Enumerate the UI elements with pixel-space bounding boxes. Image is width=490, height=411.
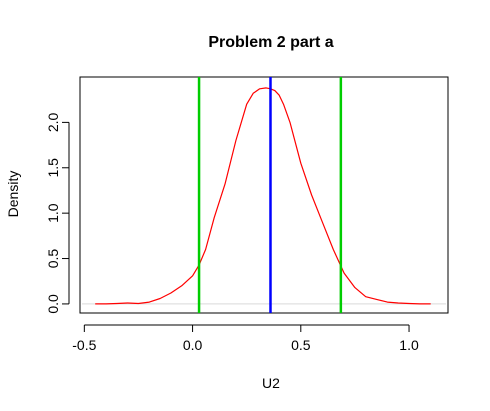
y-tick-label: 1.5 bbox=[45, 158, 61, 178]
y-tick-label: 0.5 bbox=[45, 249, 61, 269]
y-tick-label: 1.0 bbox=[45, 203, 61, 223]
x-tick-label: 1.0 bbox=[399, 337, 419, 353]
y-tick-label: 0.0 bbox=[45, 294, 61, 314]
y-axis-label: Density bbox=[5, 171, 21, 218]
chart-title: Problem 2 part a bbox=[208, 34, 333, 51]
plot-frame bbox=[79, 76, 449, 314]
x-axis-label: U2 bbox=[262, 375, 280, 391]
y-tick-label: 2.0 bbox=[45, 112, 61, 132]
x-tick-label: 0.5 bbox=[291, 337, 311, 353]
x-tick-label: -0.5 bbox=[72, 337, 96, 353]
plot-area: -0.5 0.0 0.5 1.0 0.0 0.5 1.0 1.5 2.0 bbox=[45, 76, 449, 353]
density-curve bbox=[95, 87, 431, 305]
x-tick-label: 0.0 bbox=[183, 337, 203, 353]
